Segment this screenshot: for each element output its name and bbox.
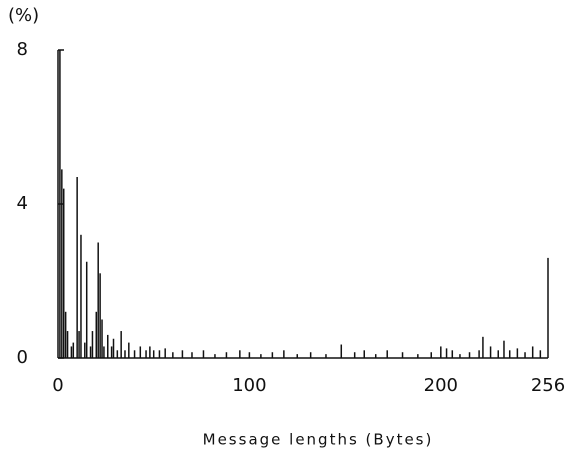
x-tick-label: 100 [232,375,266,396]
y-tick-label: 8 [17,39,28,60]
y-tick-label: 0 [17,347,28,368]
x-tick-label: 200 [424,375,458,396]
x-tick-label: 0 [52,375,63,396]
y-tick-label: 4 [17,193,28,214]
y-unit-label: (%) [8,5,39,26]
x-axis-label: Message lengths (Bytes) [203,431,434,449]
x-tick-label: 256 [531,375,565,396]
